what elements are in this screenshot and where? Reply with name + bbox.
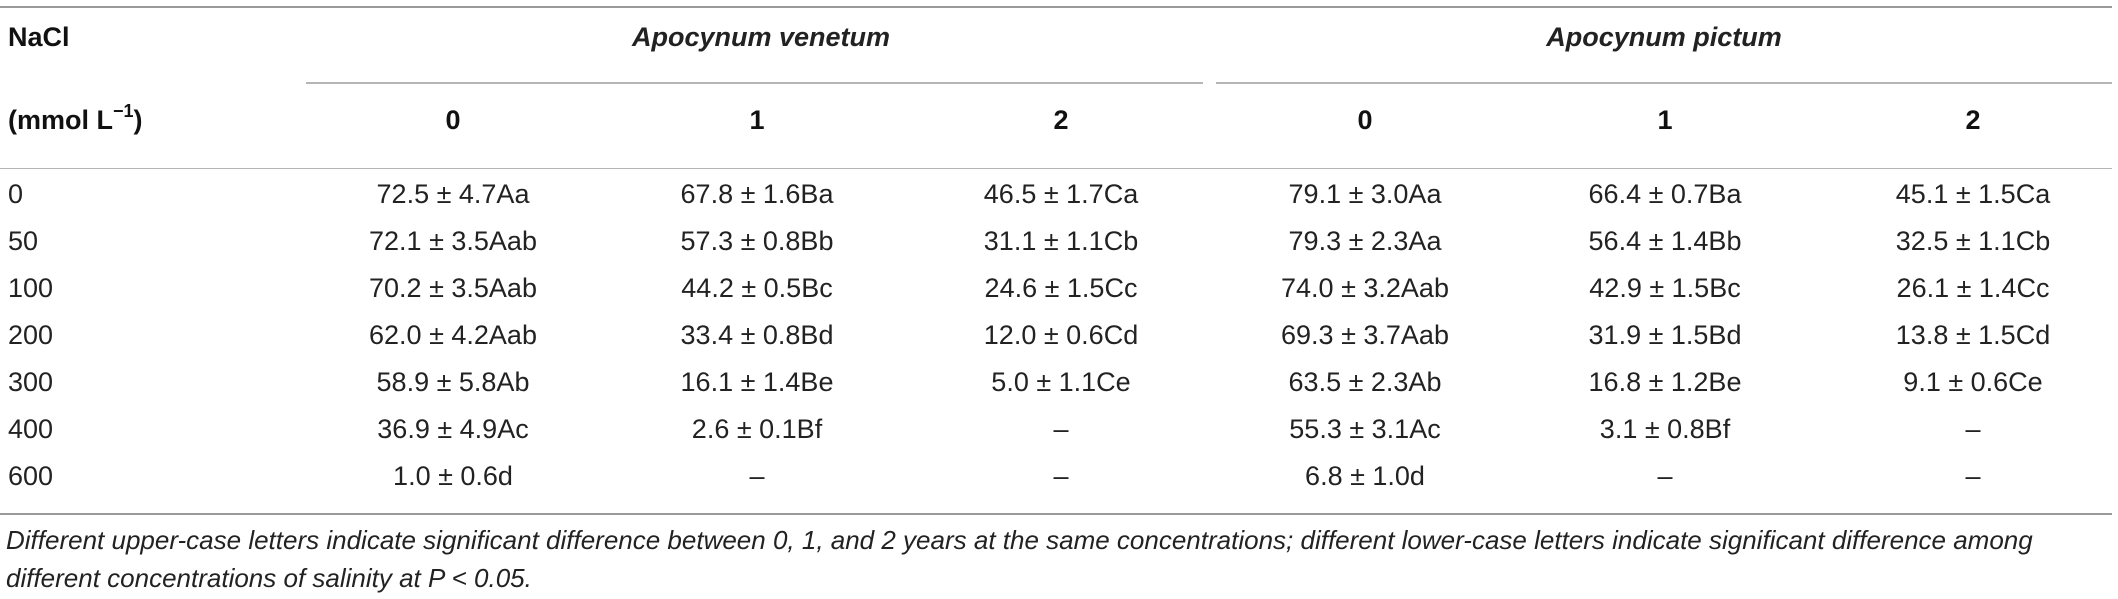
table-cell: 1.0 ± 0.6d [393, 461, 513, 491]
table-cell: 12.0 ± 0.6Cd [983, 320, 1139, 350]
table-cell: 72.5 ± 4.7Aa [376, 179, 530, 209]
table-cell: 31.1 ± 1.1Cb [983, 226, 1139, 256]
row-nacl-value: 400 [8, 414, 54, 444]
unit-prefix: (mmol L [8, 105, 113, 135]
table-cell: 46.5 ± 1.7Ca [983, 179, 1139, 209]
header-unit-label: (mmol L−1) [8, 101, 143, 136]
year-header: 1 [749, 105, 765, 135]
header-nacl-label: NaCl [8, 22, 70, 52]
table-cell: 44.2 ± 0.5Bc [681, 273, 833, 303]
table-cell: 70.2 ± 3.5Aab [369, 273, 537, 303]
group-rule-venetum [306, 82, 1203, 84]
table-cell: 26.1 ± 1.4Cc [1896, 273, 2050, 303]
table-cell: 42.9 ± 1.5Bc [1589, 273, 1741, 303]
row-nacl-value: 300 [8, 367, 54, 397]
table-cell: 36.9 ± 4.9Ac [377, 414, 529, 444]
table-cell: 57.3 ± 0.8Bb [680, 226, 834, 256]
table-cell: – [1965, 414, 1981, 444]
table-cell: 72.1 ± 3.5Aab [369, 226, 537, 256]
table-cell: 56.4 ± 1.4Bb [1588, 226, 1742, 256]
table-cell: 63.5 ± 2.3Ab [1288, 367, 1442, 397]
header-bottom-rule [0, 168, 2112, 169]
row-nacl-value: 600 [8, 461, 54, 491]
table-cell: 24.6 ± 1.5Cc [984, 273, 1138, 303]
table-cell: 33.4 ± 0.8Bd [680, 320, 834, 350]
table-cell: 16.1 ± 1.4Be [680, 367, 834, 397]
table-cell: 79.3 ± 2.3Aa [1288, 226, 1442, 256]
table-cell: – [1053, 461, 1069, 491]
table-cell: 32.5 ± 1.1Cb [1895, 226, 2051, 256]
table-bottom-rule [0, 513, 2112, 515]
table-cell: 66.4 ± 0.7Ba [1588, 179, 1742, 209]
table-cell: 67.8 ± 1.6Ba [680, 179, 834, 209]
year-header: 0 [445, 105, 461, 135]
table-cell: 5.0 ± 1.1Ce [991, 367, 1131, 397]
table-footnote: Different upper-case letters indicate si… [6, 525, 2033, 593]
table-cell: – [1965, 461, 1981, 491]
row-nacl-value: 100 [8, 273, 54, 303]
table-cell: 74.0 ± 3.2Aab [1281, 273, 1449, 303]
table-cell: 31.9 ± 1.5Bd [1588, 320, 1742, 350]
table-cell: 79.1 ± 3.0Aa [1288, 179, 1442, 209]
row-nacl-value: 0 [8, 179, 24, 209]
table-cell: 55.3 ± 3.1Ac [1289, 414, 1441, 444]
row-nacl-value: 50 [8, 226, 39, 256]
year-header: 0 [1357, 105, 1373, 135]
year-header: 2 [1965, 105, 1981, 135]
group-rule-pictum [1216, 82, 2112, 84]
unit-exponent: −1 [113, 101, 134, 121]
row-nacl-value: 200 [8, 320, 54, 350]
table-top-rule [0, 6, 2112, 8]
table-cell: 69.3 ± 3.7Aab [1281, 320, 1449, 350]
group-title-pictum: Apocynum pictum [1546, 22, 1782, 52]
year-header: 1 [1657, 105, 1673, 135]
table-cell: 58.9 ± 5.8Ab [376, 367, 530, 397]
table-cell: 6.8 ± 1.0d [1305, 461, 1425, 491]
table-cell: – [1657, 461, 1673, 491]
table-cell: 16.8 ± 1.2Be [1588, 367, 1742, 397]
table-cell: 13.8 ± 1.5Cd [1895, 320, 2051, 350]
table-cell: 62.0 ± 4.2Aab [369, 320, 537, 350]
table-cell: 3.1 ± 0.8Bf [1599, 414, 1731, 444]
unit-suffix: ) [133, 105, 143, 135]
table-cell: 9.1 ± 0.6Ce [1903, 367, 2043, 397]
group-title-venetum: Apocynum venetum [631, 22, 891, 52]
year-header: 2 [1053, 105, 1069, 135]
table-cell: – [1053, 414, 1069, 444]
table-cell: – [749, 461, 765, 491]
table-cell: 45.1 ± 1.5Ca [1895, 179, 2051, 209]
table-cell: 2.6 ± 0.1Bf [691, 414, 823, 444]
